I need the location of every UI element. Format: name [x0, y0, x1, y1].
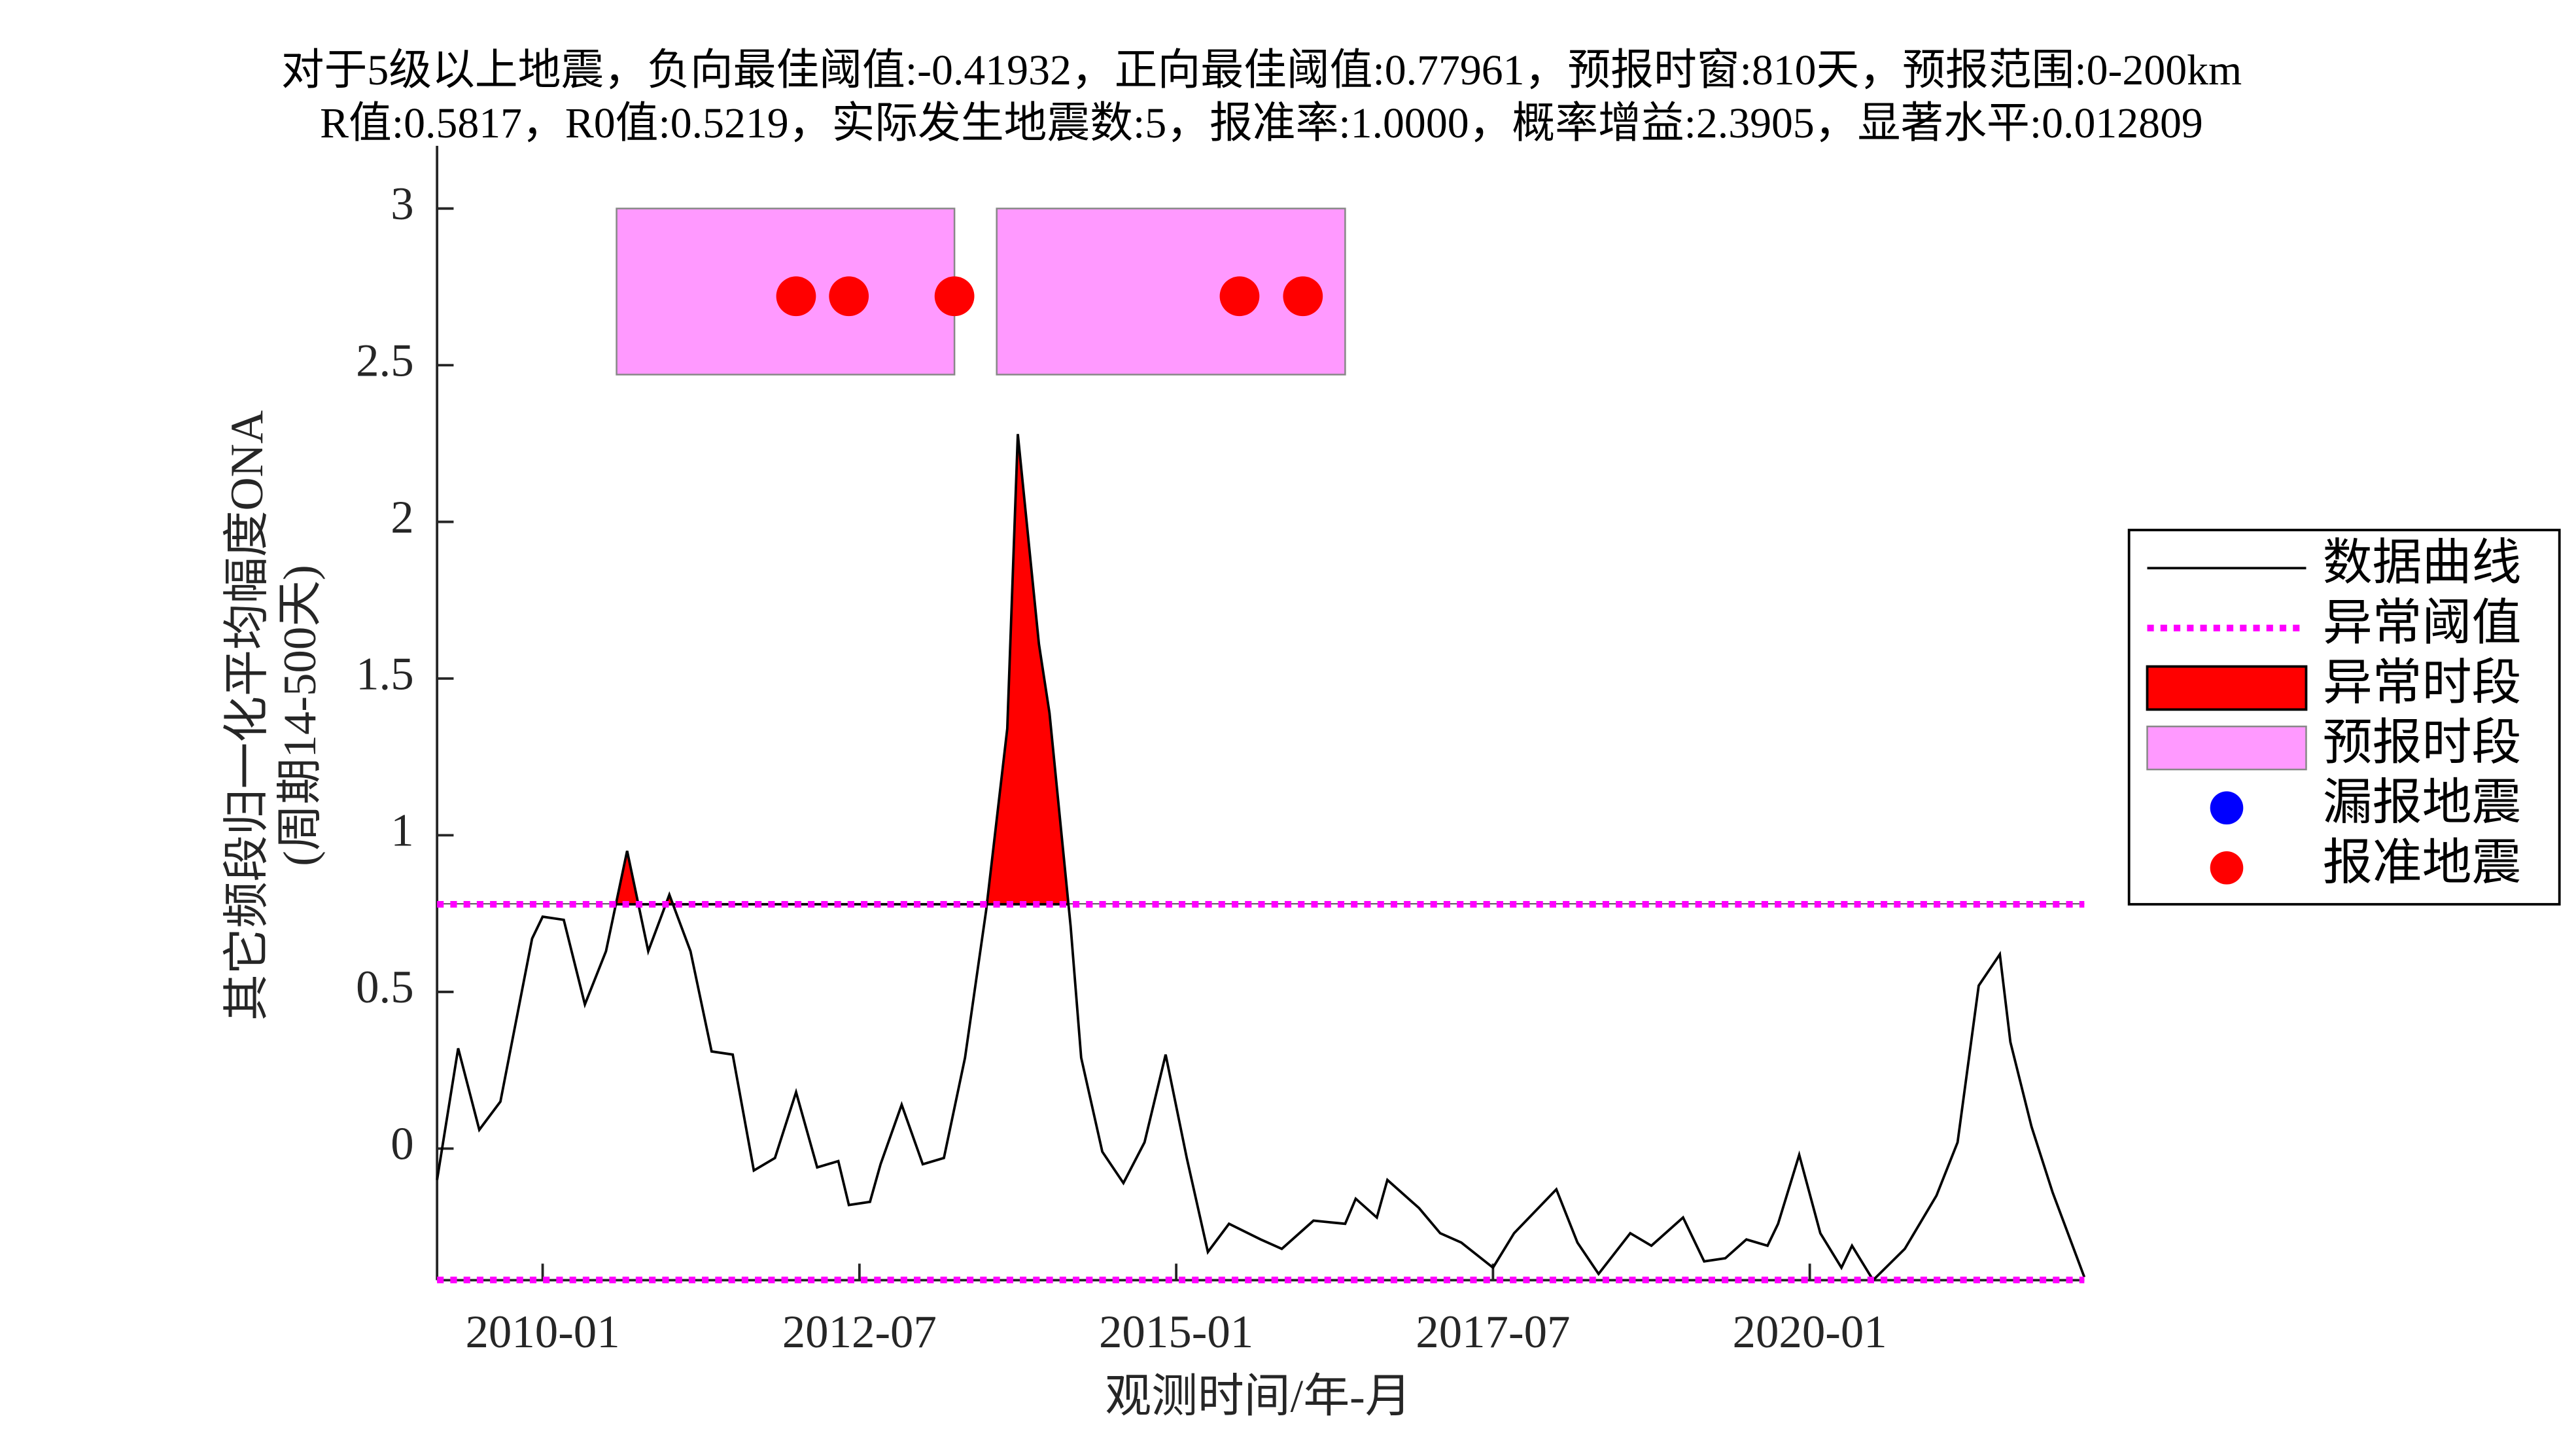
legend-label: 异常时段 — [2323, 656, 2522, 711]
y-axis-label-line: 其它频段归一化平均幅度ONA — [222, 410, 273, 1021]
legend-swatch — [2146, 725, 2307, 771]
earthquake — [1283, 276, 1323, 317]
legend-label: 报准地震 — [2323, 836, 2522, 891]
legend-box — [2127, 529, 2561, 906]
y-tick-label: 2 — [391, 492, 413, 543]
earthquake — [934, 276, 975, 317]
y-axis-label-line: (周期14-500天) — [275, 565, 326, 866]
x-tick-label: 2010-01 — [465, 1307, 619, 1358]
x-tick-label: 2015-01 — [1099, 1307, 1253, 1358]
chart-title: 对于5级以上地震，负向最佳阈值:-0.41932，正向最佳阈值:0.77961，… — [281, 46, 2242, 94]
legend-label: 预报时段 — [2323, 716, 2522, 771]
legend-swatch — [2146, 665, 2308, 711]
earthquake — [776, 276, 816, 317]
legend-label: 异常阈值 — [2323, 595, 2522, 650]
y-tick-label: 0 — [391, 1119, 413, 1170]
legend-label: 漏报地震 — [2323, 775, 2522, 830]
earthquake — [829, 276, 869, 317]
y-tick-label: 2.5 — [356, 335, 414, 386]
legend-label: 数据曲线 — [2323, 536, 2522, 591]
y-tick-label: 3 — [391, 179, 413, 230]
y-tick-label: 1.5 — [356, 648, 414, 699]
chart-subtitle: R值:0.5817，R0值:0.5219，实际发生地震数:5，报准率:1.000… — [320, 99, 2203, 147]
x-tick-label: 2017-07 — [1416, 1307, 1570, 1358]
y-tick-label: 1 — [391, 805, 413, 857]
x-tick-label: 2020-01 — [1733, 1307, 1887, 1358]
anomaly-fill — [437, 434, 2085, 905]
x-axis-label: 观测时间/年-月 — [1105, 1371, 1411, 1422]
legend-marker — [2210, 791, 2244, 825]
y-axis-label: 其它频段归一化平均幅度ONA (周期14-500天) — [222, 410, 326, 1021]
legend-marker — [2210, 851, 2244, 885]
x-tick-label: 2012-07 — [782, 1307, 937, 1358]
y-tick-label: 0.5 — [356, 962, 414, 1013]
data-line — [436, 434, 2086, 1282]
earthquake — [1219, 276, 1260, 317]
